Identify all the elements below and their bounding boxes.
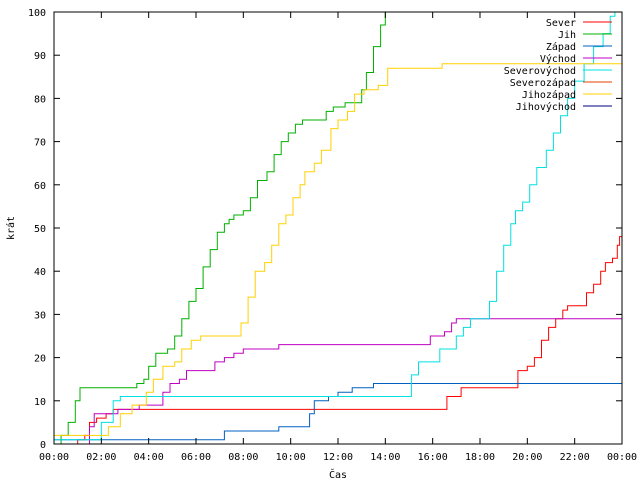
- x-tick-label: 22:00: [560, 452, 590, 463]
- legend-label: Východ: [540, 53, 576, 65]
- y-tick-label: 0: [40, 440, 46, 451]
- series-line-0: [54, 223, 623, 445]
- x-tick-label: 00:00: [607, 452, 637, 463]
- legend-label: Severozápad: [510, 77, 576, 89]
- y-tick-label: 40: [34, 267, 46, 278]
- x-axis-label: Čas: [329, 468, 347, 480]
- x-tick-label: 20:00: [512, 452, 542, 463]
- series-layer: [54, 12, 623, 445]
- x-tick-label: 12:00: [323, 452, 353, 463]
- x-tick-label: 00:00: [39, 452, 69, 463]
- y-tick-label: 10: [34, 397, 46, 408]
- y-axis-label: krát: [5, 216, 17, 240]
- x-tick-label: 02:00: [86, 452, 116, 463]
- y-tick-label: 30: [34, 310, 46, 321]
- legend-label: Západ: [546, 41, 576, 53]
- series-line-2: [54, 383, 622, 441]
- legend: SeverJihZápadVýchodSeverovýchodSeverozáp…: [504, 18, 612, 113]
- series-line-1: [54, 12, 386, 445]
- x-tick-label: 06:00: [181, 452, 211, 463]
- x-tick-label: 16:00: [418, 452, 448, 463]
- series-line-3: [54, 318, 622, 445]
- legend-label: Jihozápad: [522, 89, 576, 101]
- legend-label: Jihovýchod: [516, 101, 576, 113]
- legend-label: Severovýchod: [504, 65, 576, 77]
- x-tick-label: 18:00: [465, 452, 495, 463]
- x-tick-label: 04:00: [134, 452, 164, 463]
- legend-label: Sever: [546, 18, 576, 29]
- x-tick-label: 08:00: [228, 452, 258, 463]
- y-tick-label: 60: [34, 181, 46, 192]
- series-line-4: [54, 12, 616, 441]
- y-tick-label: 70: [34, 138, 46, 149]
- tick-layer: 00:00 02:00 04:00 06:00 08:00 10:00 12:00 14:00…: [28, 8, 637, 463]
- y-tick-label: 100: [28, 8, 46, 19]
- y-tick-label: 50: [34, 224, 46, 235]
- x-tick-label: 14:00: [370, 452, 400, 463]
- y-tick-label: 20: [34, 354, 46, 365]
- y-tick-label: 90: [34, 51, 46, 62]
- y-tick-label: 80: [34, 94, 46, 105]
- x-tick-label: 10:00: [276, 452, 306, 463]
- series-line-6: [54, 63, 622, 436]
- plot-frame: [53, 11, 623, 445]
- legend-label: Jih: [558, 30, 576, 41]
